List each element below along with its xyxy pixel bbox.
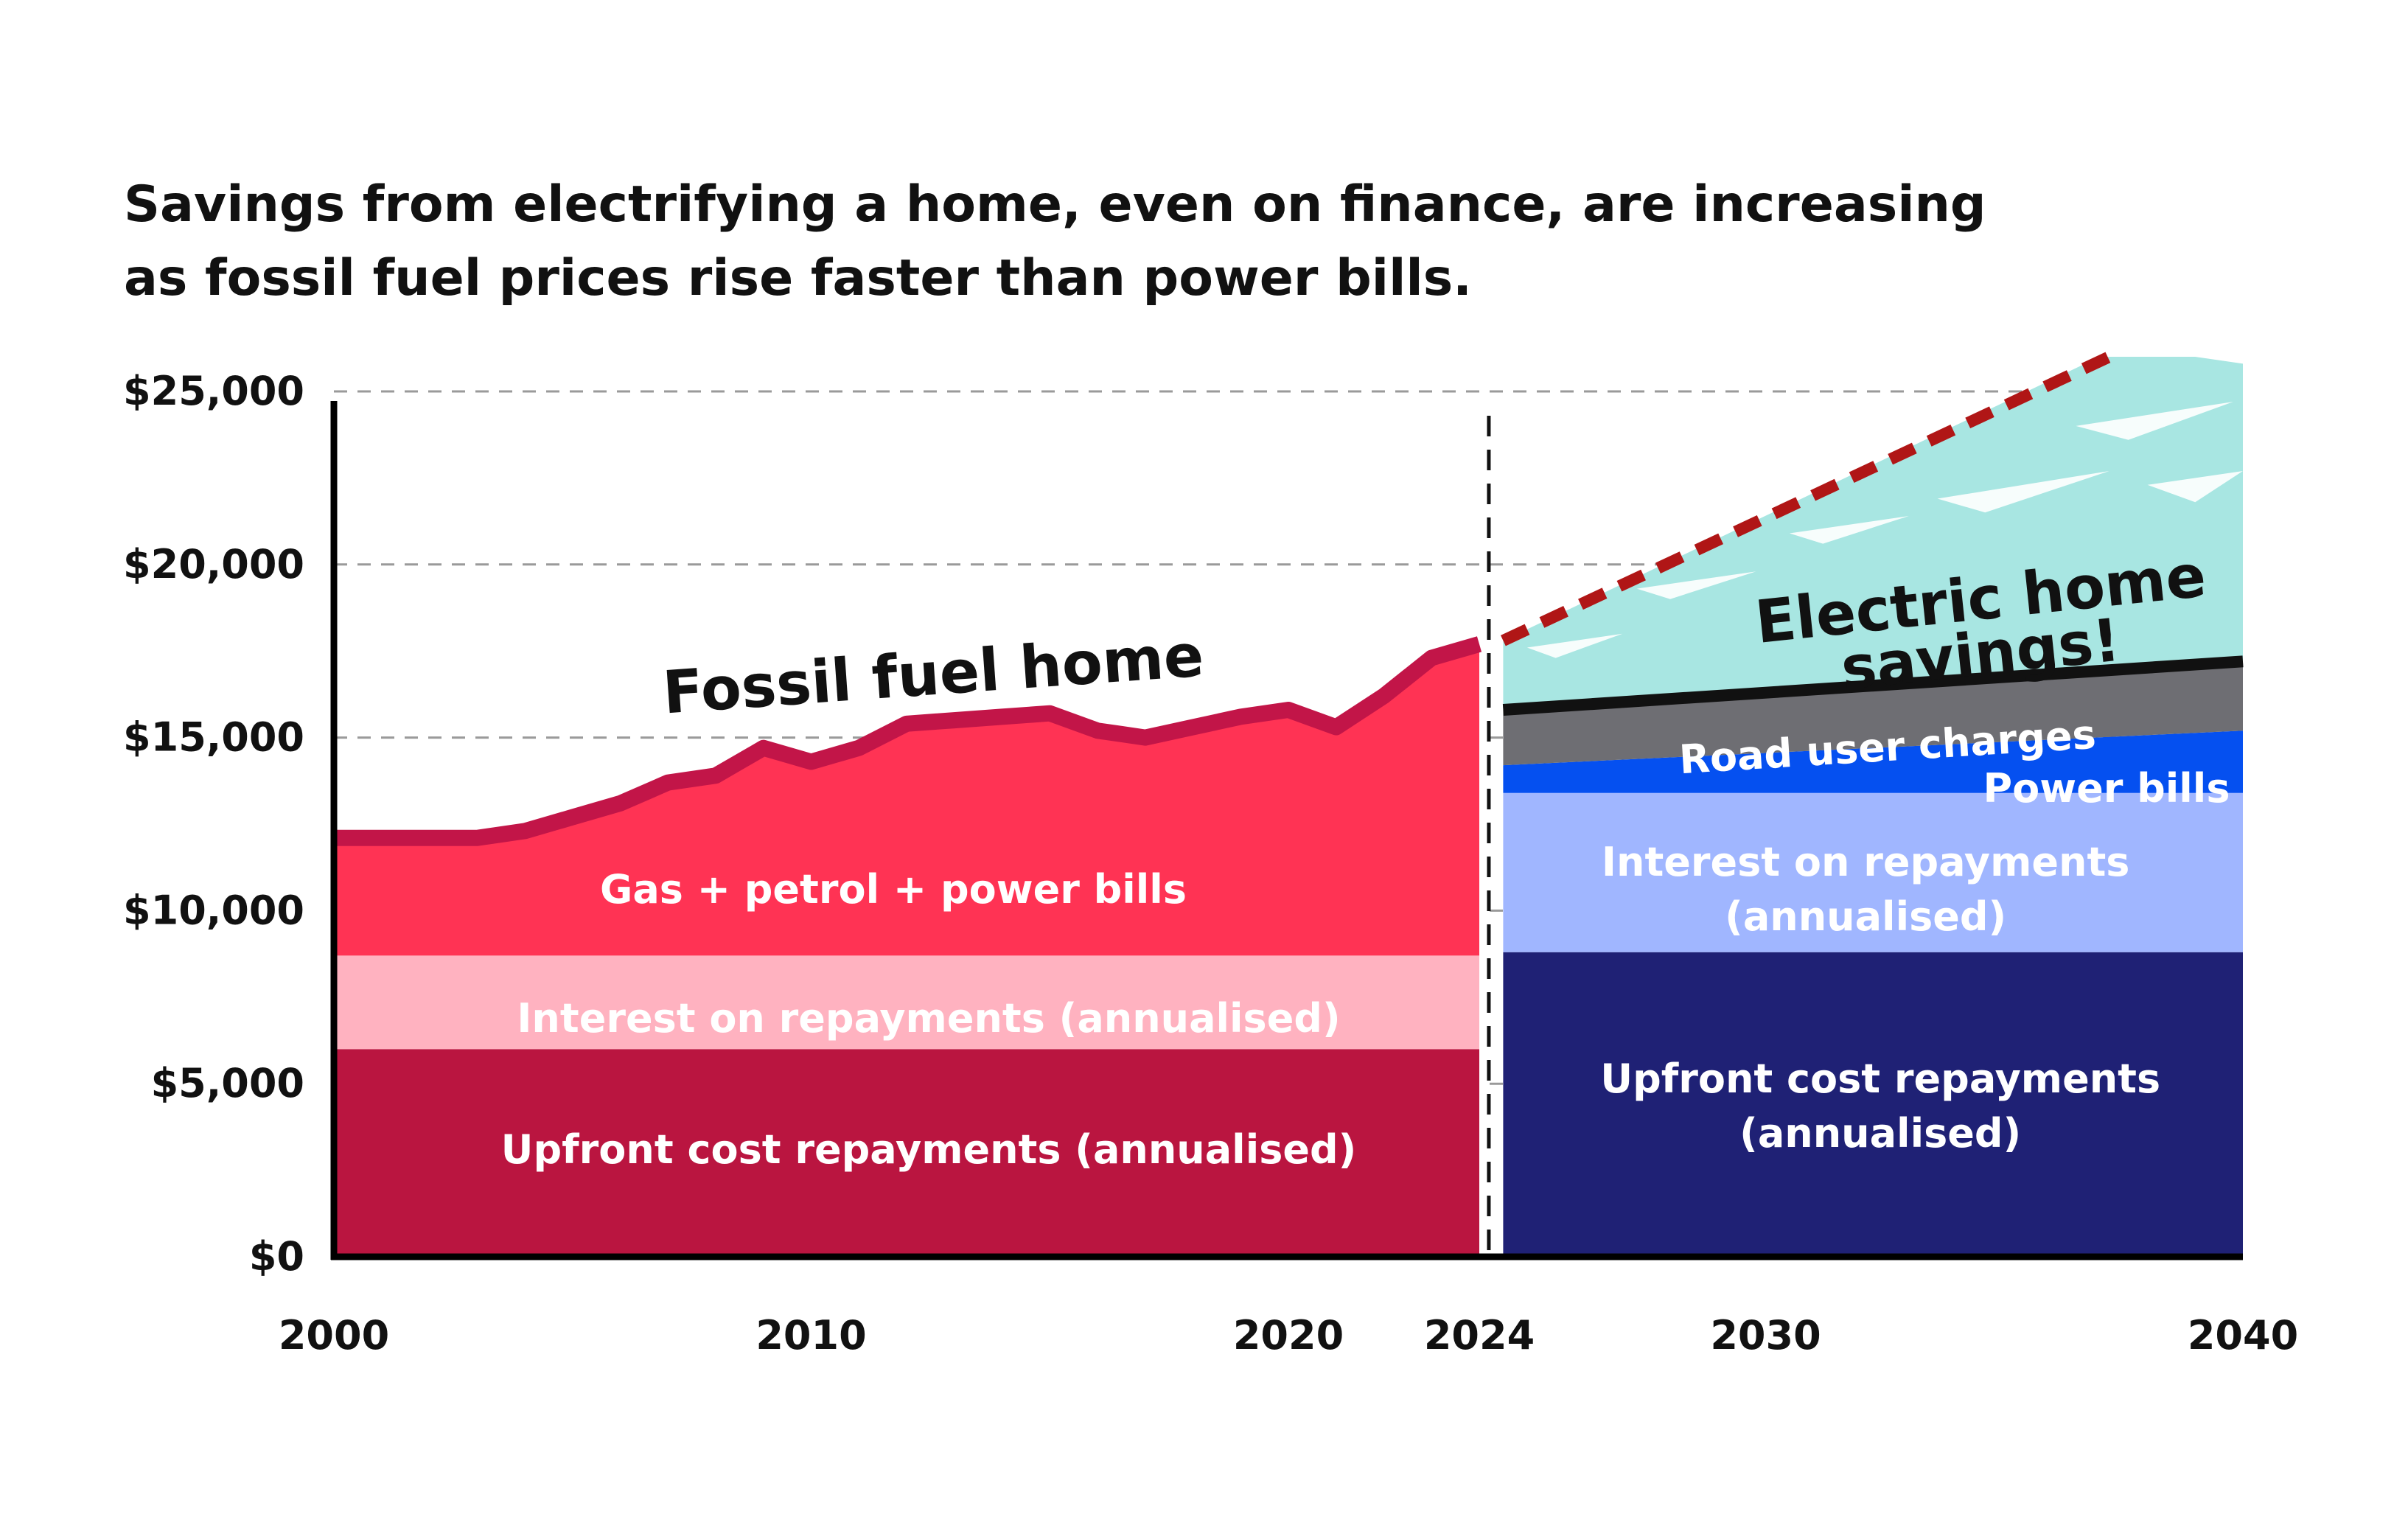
y-tick-label: $5,000	[151, 1060, 304, 1106]
electric-upfront-label-line-2: (annualised)	[1739, 1110, 2021, 1157]
y-tick-label: $20,000	[123, 541, 304, 587]
electric-interest-label-line-2: (annualised)	[1725, 893, 2006, 940]
fossil-fuel-home-label: Fossil fuel home	[660, 621, 1206, 728]
x-tick-label: 2000	[279, 1312, 389, 1359]
chart: Savings from electrifying a home, even o…	[0, 0, 2408, 1517]
y-tick-label: $15,000	[123, 714, 304, 761]
y-tick-label: $0	[249, 1233, 304, 1280]
electric-interest-label-line-1: Interest on repayments	[1602, 839, 2130, 885]
fossil-upfront-label: Upfront cost repayments (annualised)	[501, 1126, 1357, 1173]
electric-power-label: Power bills	[1983, 765, 2230, 812]
y-tick-label: $25,000	[123, 368, 304, 414]
x-tick-label: 2040	[2188, 1312, 2298, 1359]
x-tick-label: 2030	[1710, 1312, 1821, 1359]
electric-upfront-label-line-1: Upfront cost repayments	[1600, 1056, 2160, 1102]
fossil-bills-label: Gas + petrol + power bills	[600, 866, 1187, 913]
x-tick-label: 2010	[755, 1312, 866, 1359]
x-tick-label: 2024	[1424, 1312, 1535, 1359]
y-tick-label: $10,000	[123, 887, 304, 933]
fossil-interest-label: Interest on repayments (annualised)	[517, 995, 1340, 1042]
chart-title-line-1: Savings from electrifying a home, even o…	[124, 175, 1986, 234]
electric-upfront-area	[1503, 952, 2243, 1257]
chart-title-line-2: as fossil fuel prices rise faster than p…	[124, 249, 1472, 307]
x-tick-label: 2020	[1233, 1312, 1344, 1359]
